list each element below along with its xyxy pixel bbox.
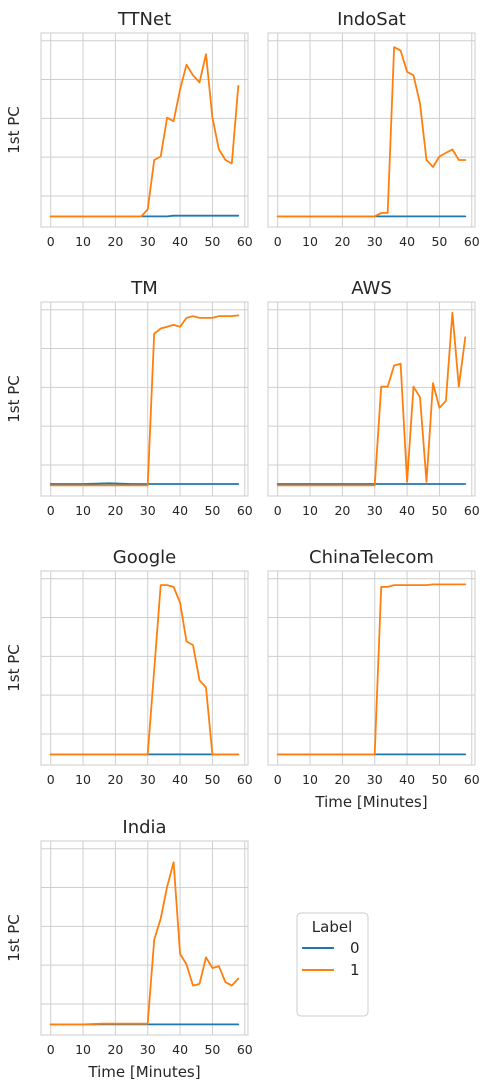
x-tick-label: 20 (107, 772, 123, 787)
x-tick-label: 10 (75, 503, 91, 518)
x-tick-label: 30 (140, 772, 156, 787)
x-tick-label: 60 (237, 772, 253, 787)
x-tick-label: 20 (334, 772, 350, 787)
x-axis-label: Time [Minutes] (314, 793, 427, 811)
series-line-label-1 (276, 46, 467, 218)
x-tick-label: 0 (47, 1042, 55, 1057)
subplot-title: AWS (351, 278, 392, 299)
subplot-google: 0 10 20 30 40 50 60 Google 1st PC (5, 547, 253, 787)
subplot-ttnet: 0 10 20 30 40 50 60 TTNet 1st PC (5, 9, 253, 249)
legend-label-1: 1 (350, 961, 360, 979)
x-tick-label: 20 (334, 234, 350, 249)
x-tick-label: 30 (140, 234, 156, 249)
legend-box (296, 912, 369, 1017)
x-tick-label: 0 (274, 234, 282, 249)
x-tick-label: 50 (431, 503, 447, 518)
legend-title: Label (312, 918, 352, 936)
x-tick-label: 10 (302, 503, 318, 518)
x-tick-label: 20 (107, 1042, 123, 1057)
x-tick-label: 40 (399, 234, 415, 249)
x-tick-label: 10 (302, 234, 318, 249)
x-tick-label: 50 (204, 1042, 220, 1057)
x-tick-label: 30 (140, 503, 156, 518)
x-tick-label: 40 (172, 1042, 188, 1057)
x-tick-label: 50 (204, 503, 220, 518)
x-tick-label: 0 (47, 503, 55, 518)
subplot-india: 0 10 20 30 40 50 60 India 1st PC Time [Minutes] (5, 817, 253, 1081)
legend-label-0: 0 (350, 939, 360, 957)
x-tick-label: 30 (140, 1042, 156, 1057)
y-axis-label: 1st PC (5, 106, 23, 154)
plot-frame (40, 570, 249, 766)
x-tick-label: 20 (334, 503, 350, 518)
x-tick-label: 10 (75, 1042, 91, 1057)
x-tick-label: 60 (464, 234, 480, 249)
plot-frame (40, 301, 249, 497)
x-tick-label: 10 (75, 234, 91, 249)
plot-frame (267, 570, 476, 766)
plot-frame (40, 840, 249, 1036)
y-axis-label: 1st PC (5, 375, 23, 423)
x-tick-label: 30 (367, 772, 383, 787)
x-tick-label: 60 (464, 503, 480, 518)
x-tick-label: 10 (75, 772, 91, 787)
x-tick-label: 0 (274, 772, 282, 787)
series-line-label-1 (49, 584, 240, 756)
y-axis-label: 1st PC (5, 914, 23, 962)
subplot-tm: 0 10 20 30 40 50 60 TM 1st PC (5, 278, 253, 518)
subplot-title: TTNet (117, 9, 171, 30)
subplot-chinatelecom: 0 10 20 30 40 50 60 ChinaTelecom Time [Minutes] (267, 547, 480, 811)
x-tick-label: 0 (47, 772, 55, 787)
subplot-aws: 0 10 20 30 40 50 60 AWS (267, 278, 480, 518)
subplot-title: India (122, 817, 166, 838)
x-tick-label: 20 (107, 503, 123, 518)
plot-frame (40, 32, 249, 228)
x-tick-label: 20 (107, 234, 123, 249)
x-tick-label: 60 (237, 1042, 253, 1057)
y-axis-label: 1st PC (5, 644, 23, 692)
subplot-indosat: 0 10 20 30 40 50 60 IndoSat (267, 9, 480, 249)
x-tick-label: 60 (237, 234, 253, 249)
x-tick-label: 10 (302, 772, 318, 787)
subplot-title: IndoSat (337, 9, 406, 30)
subplot-title: Google (113, 547, 176, 568)
x-tick-label: 50 (204, 234, 220, 249)
series-line-label-0 (49, 482, 240, 485)
x-tick-label: 30 (367, 503, 383, 518)
x-tick-label: 50 (204, 772, 220, 787)
plot-frame (267, 301, 476, 497)
subplot-title: ChinaTelecom (309, 547, 434, 568)
series-line-label-1 (49, 53, 240, 218)
series-line-label-1 (276, 311, 467, 487)
series-line-label-1 (276, 583, 467, 756)
x-tick-label: 40 (172, 772, 188, 787)
subplot-title: TM (130, 278, 158, 299)
x-tick-label: 0 (47, 234, 55, 249)
x-tick-label: 50 (431, 772, 447, 787)
x-tick-label: 50 (431, 234, 447, 249)
x-tick-label: 60 (464, 772, 480, 787)
x-tick-label: 40 (172, 234, 188, 249)
x-tick-label: 40 (399, 503, 415, 518)
plot-frame (267, 32, 476, 228)
series-line-label-1 (49, 861, 240, 1026)
series-line-label-1 (49, 314, 240, 487)
x-tick-label: 40 (172, 503, 188, 518)
x-tick-label: 40 (399, 772, 415, 787)
x-tick-label: 30 (367, 234, 383, 249)
legend: Label 0 1 (296, 912, 369, 1017)
x-tick-label: 0 (274, 503, 282, 518)
x-tick-label: 60 (237, 503, 253, 518)
x-axis-label: Time [Minutes] (87, 1063, 200, 1081)
